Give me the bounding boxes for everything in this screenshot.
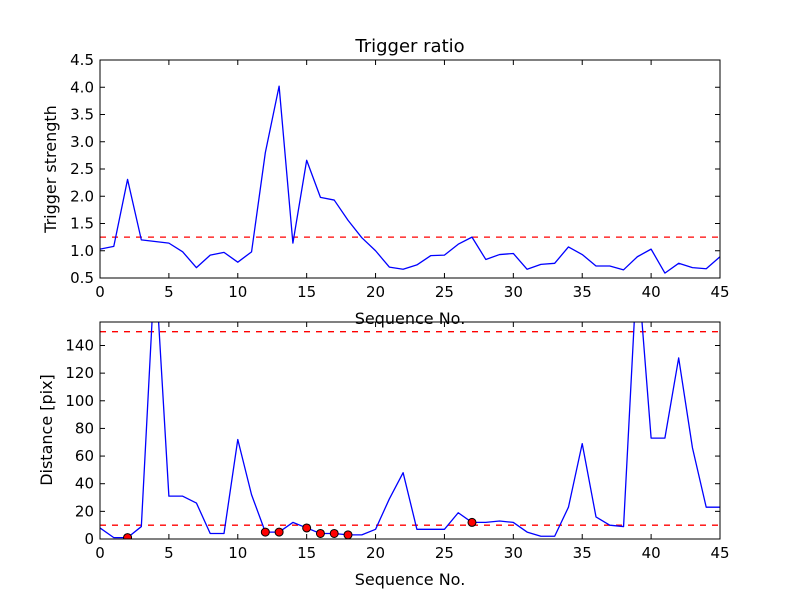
x-tick-label: 10 — [228, 283, 247, 301]
y-tick-label: 1.5 — [70, 215, 94, 233]
highlight-marker — [302, 523, 312, 533]
x-axis-label: Sequence No. — [355, 309, 466, 328]
distance-plot: 0 5 10 15 20 25 30 35 40 45 0 20 40 60 80 100 120 140 Se… — [37, 321, 730, 589]
highlight-marker — [467, 517, 477, 527]
y-tick-label: 20 — [75, 502, 94, 520]
highlight-markers — [123, 517, 477, 539]
series-line — [100, 85, 720, 274]
chart-title: Trigger ratio — [354, 36, 464, 57]
y-axis-ticks: 0 20 40 60 80 100 120 140 — [65, 336, 720, 548]
x-axis-label: Sequence No. — [355, 570, 466, 589]
x-tick-label: 30 — [504, 544, 523, 562]
y-tick-label: 4.0 — [70, 78, 94, 96]
x-tick-label: 35 — [573, 544, 592, 562]
x-tick-label: 45 — [710, 283, 729, 301]
x-tick-label: 25 — [435, 544, 454, 562]
x-tick-label: 0 — [95, 283, 105, 301]
y-tick-label: 120 — [65, 364, 94, 382]
y-tick-label: 4.5 — [70, 51, 94, 69]
highlight-marker — [329, 528, 339, 538]
x-axis-ticks: 0 5 10 15 20 25 30 35 40 45 — [95, 322, 730, 562]
series-line — [100, 322, 720, 539]
x-tick-label: 35 — [573, 283, 592, 301]
x-tick-label: 45 — [710, 544, 729, 562]
y-tick-label: 80 — [75, 419, 94, 437]
y-tick-label: 0 — [84, 530, 94, 548]
y-tick-label: 3.0 — [70, 133, 94, 151]
y-tick-label: 100 — [65, 392, 94, 410]
x-tick-label: 10 — [228, 544, 247, 562]
y-tick-label: 60 — [75, 447, 94, 465]
highlight-marker — [123, 533, 133, 539]
y-axis-label: Distance [pix] — [37, 374, 56, 486]
x-tick-label: 30 — [504, 283, 523, 301]
series-lines — [100, 322, 720, 539]
y-tick-label: 1.0 — [70, 242, 94, 260]
y-tick-label: 40 — [75, 475, 94, 493]
y-tick-label: 2.5 — [70, 160, 94, 178]
y-tick-label: 2.0 — [70, 187, 94, 205]
x-tick-label: 40 — [642, 283, 661, 301]
x-tick-label: 20 — [366, 283, 385, 301]
x-tick-label: 15 — [297, 544, 316, 562]
highlight-marker — [274, 527, 284, 537]
x-axis-ticks: 0 5 10 15 20 25 30 35 40 45 — [95, 60, 730, 301]
threshold-lines — [100, 331, 720, 526]
highlight-marker — [260, 527, 270, 537]
x-tick-label: 40 — [642, 544, 661, 562]
x-tick-label: 5 — [164, 283, 174, 301]
series-lines — [100, 85, 720, 274]
x-tick-label: 20 — [366, 544, 385, 562]
highlight-marker — [315, 528, 325, 538]
y-axis-ticks: 0.5 1.0 1.5 2.0 2.5 3.0 3.5 4.0 4.5 — [70, 51, 720, 287]
x-tick-label: 0 — [95, 544, 105, 562]
y-tick-label: 140 — [65, 336, 94, 354]
y-axis-label: Trigger strength — [41, 105, 60, 234]
x-tick-label: 15 — [297, 283, 316, 301]
trigger-ratio-plot: Trigger ratio 0 5 10 15 20 25 30 35 40 45 0.5 1.0 1… — [41, 36, 730, 328]
y-tick-label: 0.5 — [70, 269, 94, 287]
x-tick-label: 5 — [164, 544, 174, 562]
x-tick-label: 25 — [435, 283, 454, 301]
plot-frame — [99, 321, 721, 540]
y-tick-label: 3.5 — [70, 106, 94, 124]
highlight-marker — [343, 530, 353, 539]
